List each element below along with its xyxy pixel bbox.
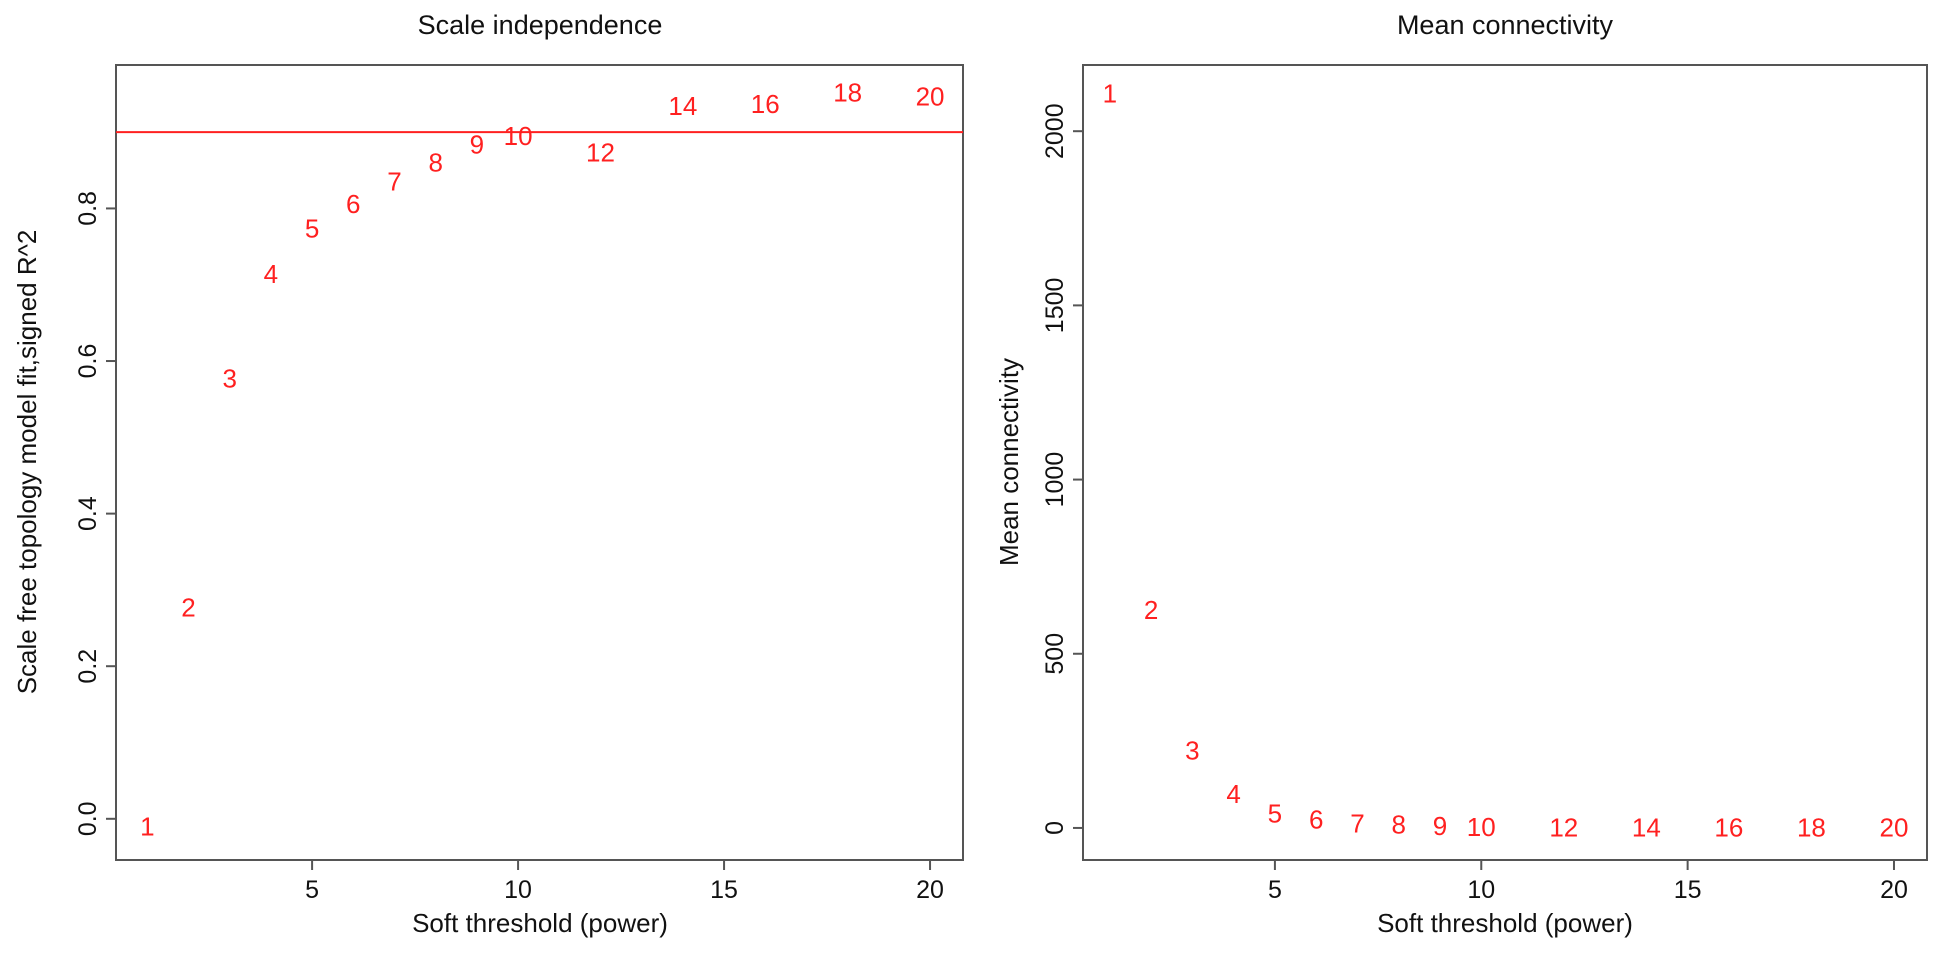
y-tick-label: 1500 [1041, 278, 1069, 334]
data-point-label: 3 [1185, 735, 1199, 765]
y-tick-label: 0.6 [74, 344, 102, 379]
y-tick-label: 0.2 [74, 649, 102, 684]
plot-frame [115, 64, 964, 861]
chart-title: Mean connectivity [1397, 10, 1614, 40]
data-point-label: 4 [264, 259, 278, 289]
x-tick-label: 20 [916, 876, 944, 904]
data-point-label: 2 [181, 592, 195, 622]
data-point-label: 1 [140, 811, 154, 841]
y-tick-label: 2000 [1041, 103, 1069, 159]
x-tick-label: 15 [1674, 876, 1702, 904]
data-point-label: 5 [305, 213, 319, 243]
data-point-label: 2 [1144, 595, 1158, 625]
y-tick-label: 0 [1041, 821, 1069, 835]
y-tick-label: 0.8 [74, 191, 102, 226]
plot-frame [1082, 64, 1928, 861]
mean-connectivity-panel: Mean connectivity Soft threshold (power)… [994, 10, 1928, 938]
x-axis-label: Soft threshold (power) [412, 908, 668, 938]
data-point-label: 8 [428, 148, 442, 178]
x-tick-label: 10 [504, 876, 532, 904]
data-point-label: 9 [1433, 811, 1447, 841]
data-point-label: 1 [1103, 79, 1117, 109]
x-tick-label: 20 [1880, 876, 1908, 904]
data-point-label: 14 [1632, 813, 1661, 843]
y-axis-label: Mean connectivity [994, 358, 1024, 566]
x-tick-label: 5 [305, 876, 319, 904]
x-tick-label: 5 [1268, 876, 1282, 904]
y-tick-label: 0.0 [74, 801, 102, 836]
data-point-label: 6 [346, 189, 360, 219]
chart-title: Scale independence [418, 10, 663, 40]
data-point-label: 12 [586, 138, 615, 168]
data-point-label: 14 [668, 91, 697, 121]
data-point-label: 9 [470, 129, 484, 159]
data-point-label: 10 [504, 121, 533, 151]
data-point-label: 4 [1226, 779, 1240, 809]
data-point-label: 6 [1309, 805, 1323, 835]
data-point-label: 5 [1268, 798, 1282, 828]
data-point-label: 7 [1350, 808, 1364, 838]
data-point-label: 20 [1880, 813, 1909, 843]
y-tick-label: 0.4 [74, 496, 102, 531]
scale-independence-panel: Scale independence Soft threshold (power… [12, 10, 964, 938]
data-point-label: 18 [1797, 813, 1826, 843]
data-point-label: 3 [222, 364, 236, 394]
data-point-label: 12 [1549, 812, 1578, 842]
data-point-label: 7 [387, 167, 401, 197]
y-tick-label: 500 [1041, 633, 1069, 675]
y-axis-label: Scale free topology model fit,signed R^2 [12, 230, 42, 695]
data-point-label: 18 [833, 77, 862, 107]
x-tick-label: 15 [710, 876, 738, 904]
data-point-label: 10 [1467, 812, 1496, 842]
data-point-label: 16 [1714, 813, 1743, 843]
data-point-label: 16 [751, 89, 780, 119]
data-point-label: 20 [916, 81, 945, 111]
x-tick-label: 10 [1467, 876, 1495, 904]
x-axis-label: Soft threshold (power) [1377, 908, 1633, 938]
y-tick-label: 1000 [1041, 452, 1069, 508]
data-point-label: 8 [1391, 809, 1405, 839]
